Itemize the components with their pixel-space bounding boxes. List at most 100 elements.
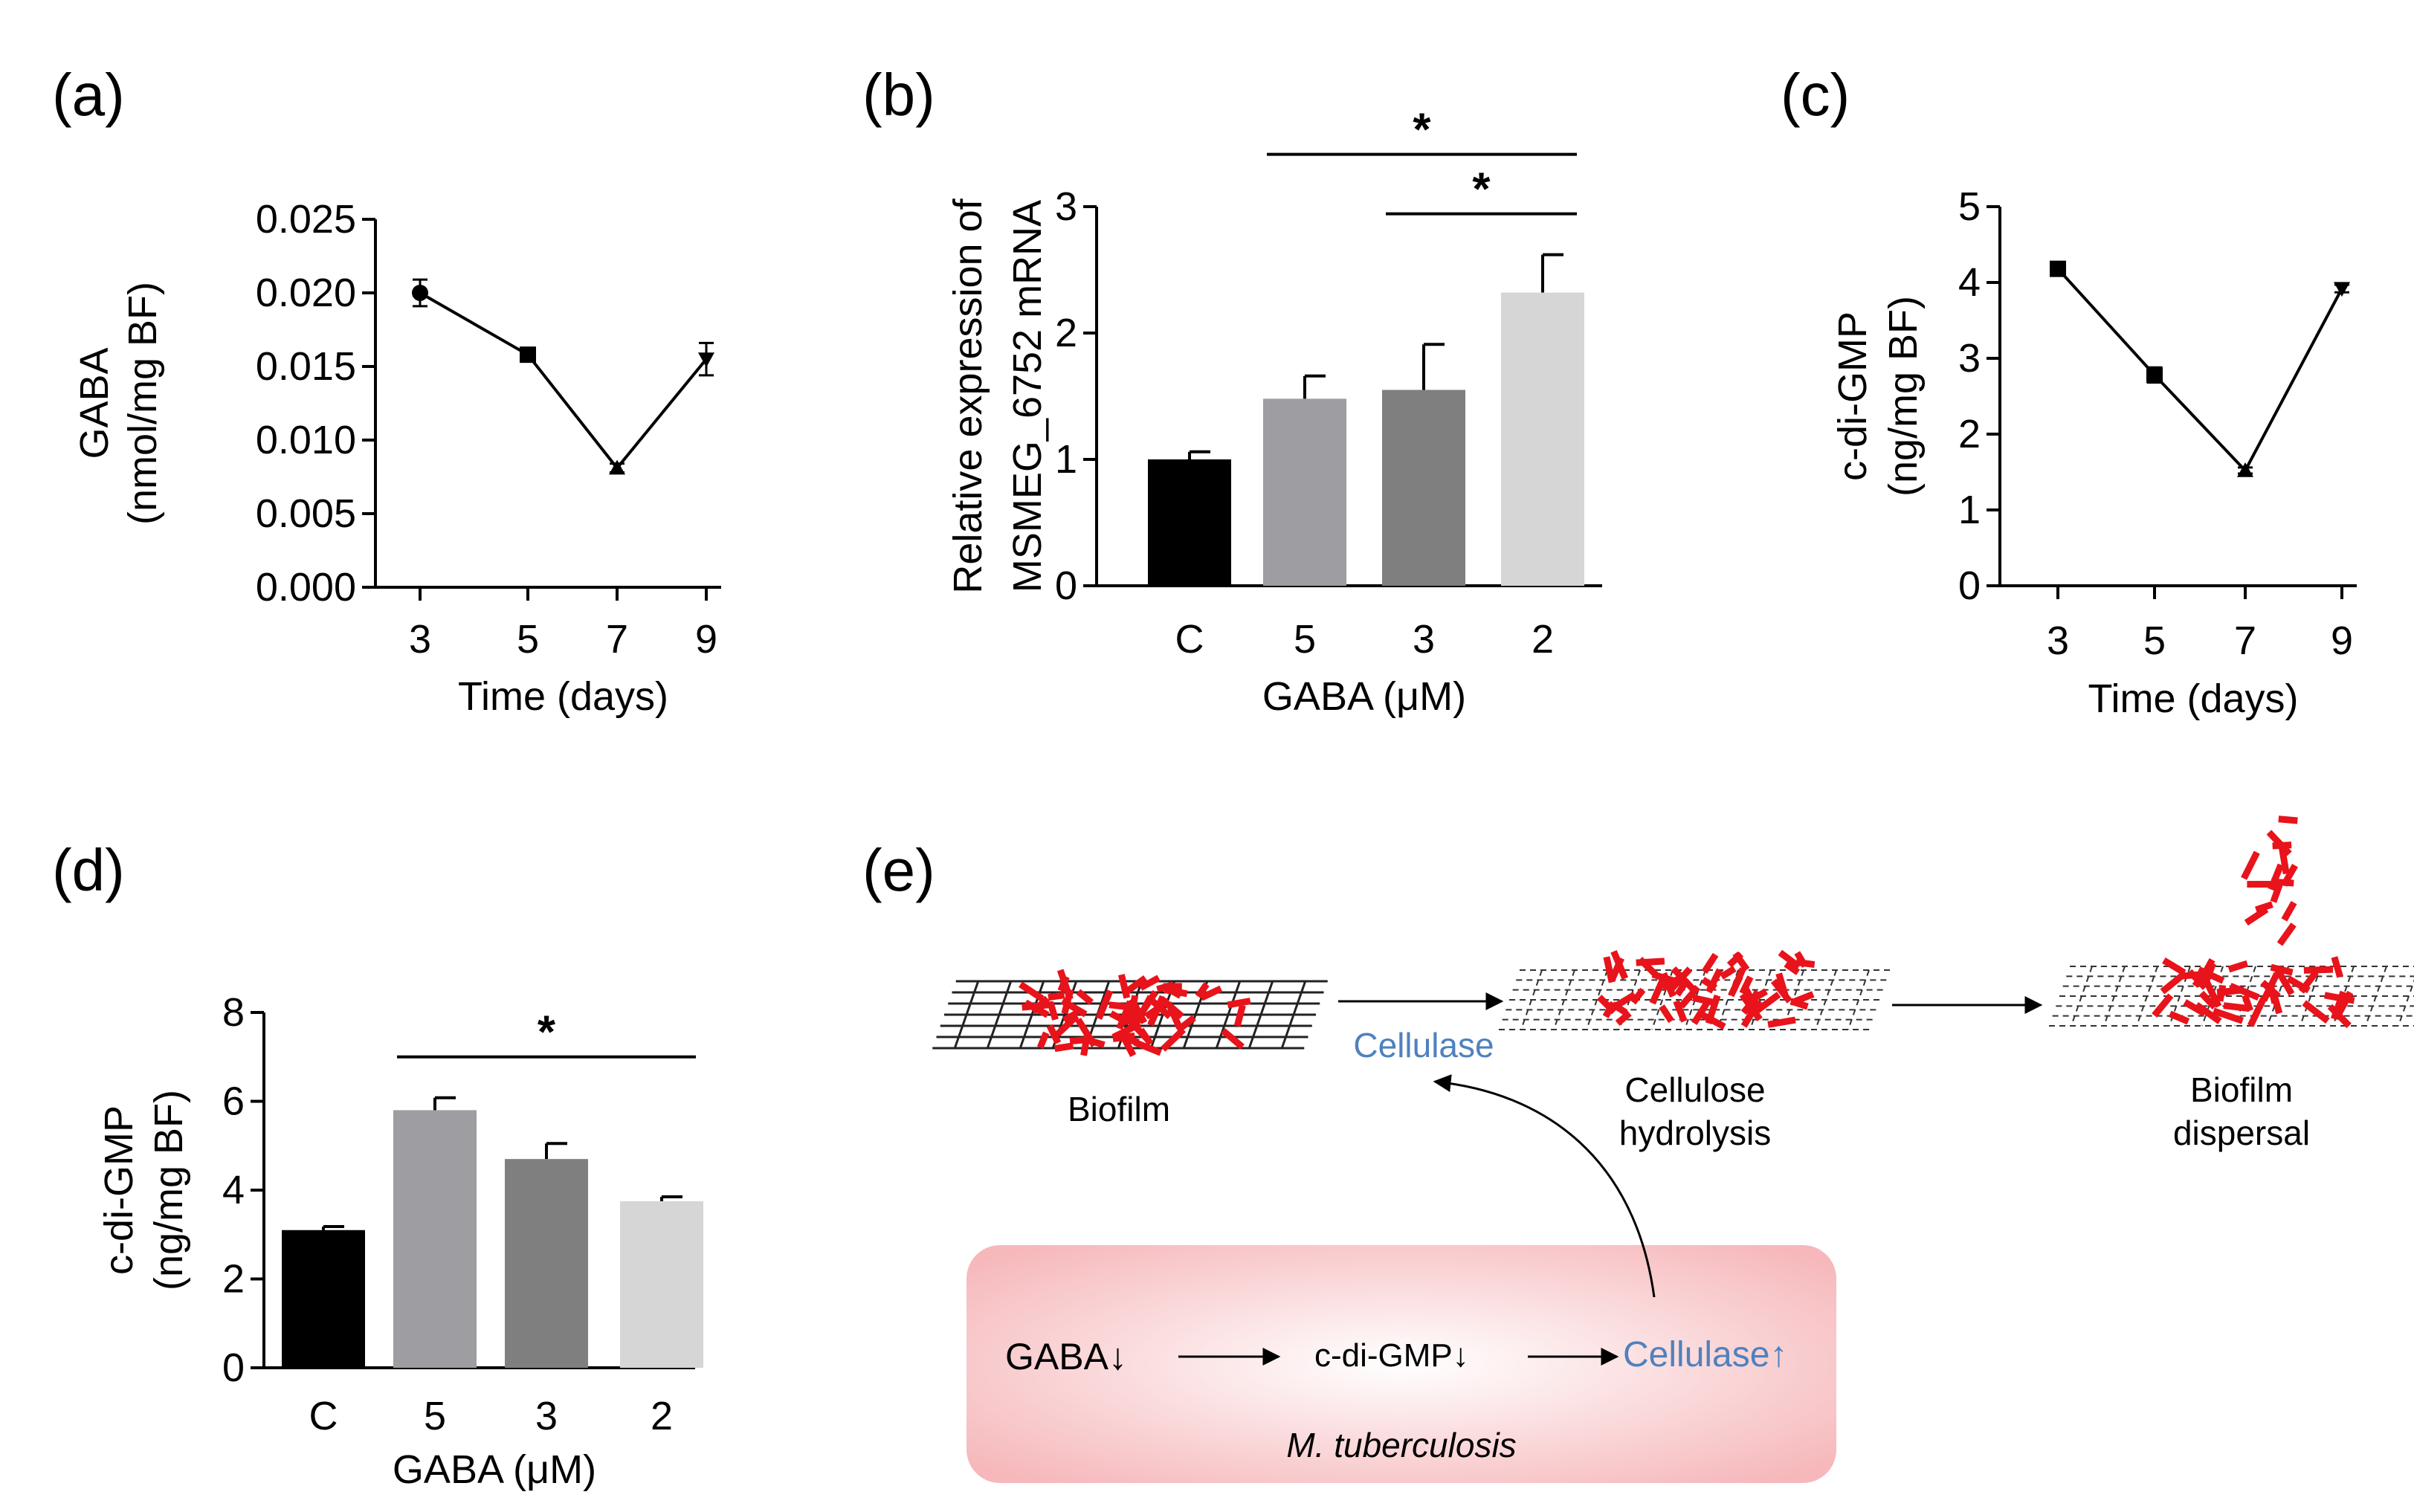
- significance-star: *: [538, 1007, 556, 1059]
- bacterium: [1199, 985, 1223, 1001]
- y-axis-title-line1: c-di-GMP: [97, 1105, 141, 1275]
- dispersal-label-1: Biofilm: [2190, 1070, 2293, 1109]
- bacterium: [2281, 863, 2298, 887]
- bacterium: [1795, 959, 1816, 969]
- bacterium: [1597, 995, 1617, 1015]
- y-tick-label: 0: [222, 1345, 245, 1390]
- y-tick-label: 2: [1958, 412, 1981, 456]
- bacterium: [1082, 1036, 1106, 1048]
- data-point: [412, 285, 428, 301]
- x-tick-label: 5: [424, 1394, 446, 1438]
- bacterium: [1732, 952, 1750, 972]
- bacterium: [1678, 984, 1700, 1009]
- bacterium: [2255, 901, 2273, 914]
- bacterium: [1022, 1001, 1053, 1011]
- bacterium: [1221, 1028, 1245, 1050]
- bacterium: [1701, 977, 1718, 991]
- x-tick-label: 5: [2143, 618, 2166, 663]
- y-tick-label: 1: [1958, 488, 1981, 532]
- bacterium: [1775, 972, 1789, 998]
- y-axis-title-line2: (nmol/mg BF): [120, 282, 165, 525]
- data-point: [698, 352, 714, 368]
- bacterium: [1156, 981, 1175, 993]
- bacterium: [1054, 1042, 1074, 1053]
- y-tick-label: 6: [222, 1079, 245, 1124]
- panel-label-c: (c): [1781, 62, 1850, 128]
- panel-label-d: (d): [52, 837, 125, 903]
- x-tick-label: 5: [517, 617, 539, 662]
- bar: [1382, 390, 1465, 586]
- x-axis-title: GABA (μM): [393, 1447, 596, 1492]
- x-axis-title: Time (days): [458, 674, 668, 719]
- bacterium: [1659, 1004, 1674, 1024]
- bacterium: [1048, 992, 1065, 1001]
- bacterium: [2198, 990, 2218, 1010]
- bacterium: [2279, 847, 2290, 875]
- bacterium: [2227, 960, 2249, 973]
- bacterium: [1061, 989, 1074, 1015]
- bar: [505, 1159, 588, 1368]
- y-tick-label: 4: [1958, 260, 1981, 305]
- series-line: [419, 291, 708, 471]
- bacterium: [2286, 975, 2311, 994]
- data-point: [2334, 282, 2350, 297]
- bacterium: [1739, 975, 1754, 995]
- cellulase-up-label: Cellulase↑: [1623, 1335, 1787, 1374]
- series-line: [2056, 268, 2343, 474]
- x-tick-label: 3: [2047, 618, 2069, 663]
- x-tick-label: C: [309, 1394, 338, 1438]
- y-tick-label: 0.015: [256, 344, 356, 389]
- data-point: [520, 346, 536, 364]
- bacterium: [2201, 962, 2216, 987]
- bacterium: [1076, 989, 1094, 1006]
- y-axis-title-line1: c-di-GMP: [1830, 311, 1875, 481]
- bacterium: [1649, 977, 1667, 1005]
- y-tick-label: 5: [1958, 184, 1981, 229]
- bacterium: [1158, 995, 1184, 1019]
- bacterium: [1630, 987, 1646, 1005]
- y-tick-label: 0.000: [256, 565, 356, 610]
- bacterium: [2247, 996, 2267, 1027]
- bacterium: [1233, 1004, 1246, 1027]
- bacterium: [1057, 975, 1070, 992]
- bacterium: [2241, 850, 2260, 880]
- bacterium: [1784, 961, 1801, 975]
- chart-d-cdigmp-gaba: 0 2 4 6 8 c-di-GMP (ng/mg BF) GABA (μM) C 5 3 2 *: [97, 990, 703, 1492]
- bacterium: [1125, 975, 1148, 995]
- bacterium: [1674, 979, 1690, 997]
- bar: [1263, 398, 1346, 586]
- y-tick-label: 2: [222, 1257, 245, 1302]
- bacterium: [1019, 981, 1045, 1002]
- panel-label-e: (e): [862, 837, 935, 903]
- bar: [393, 1110, 477, 1368]
- bacterium: [1109, 1010, 1130, 1026]
- bacterium: [2281, 900, 2297, 922]
- biofilm-label: Biofilm: [1068, 1090, 1170, 1128]
- scheme-e: Cellulase Biofilm Cellulose hydrolysis B…: [932, 815, 2414, 1483]
- bacterium: [1615, 1010, 1632, 1026]
- bacterium: [1778, 949, 1801, 969]
- bacterium: [1610, 950, 1629, 980]
- bacterium: [1095, 989, 1114, 1020]
- y-axis-title-line2: MSMEG_6752 mRNA: [1005, 200, 1050, 592]
- y-axis-title-line1: GABA: [72, 347, 117, 459]
- chart-a-gaba-time: 0.000 0.005 0.010 0.015 0.020 0.025 GABA (nmol/…: [72, 197, 721, 719]
- bacterium: [1124, 1015, 1150, 1041]
- biofilm-mesh-intact: [932, 969, 1328, 1058]
- bacterium: [1692, 994, 1717, 1007]
- y-tick-label: 0: [1958, 563, 1981, 608]
- y-tick-label: 0.010: [256, 418, 356, 462]
- y-tick-label: 8: [222, 990, 245, 1035]
- chart-b-mrna-expression: 0 1 2 3 Relative expression of MSMEG_6752 mRN…: [946, 105, 1602, 719]
- bacterium: [2303, 966, 2334, 974]
- bacterium: [2168, 1010, 2190, 1025]
- bacterium: [2162, 957, 2187, 976]
- y-axis-title-line2: (ng/mg BF): [1881, 296, 1926, 497]
- x-tick-label: C: [1175, 617, 1204, 662]
- bacterium: [2223, 1002, 2250, 1012]
- bacterium: [2270, 963, 2294, 976]
- chart-c-cdigmp-time: 0 1 2 3 4 5 c-di-GMP (ng/mg BF) Time (days) 3 5 7 9: [1830, 184, 2357, 721]
- cdigmp-down-label: c-di-GMP↓: [1314, 1337, 1469, 1374]
- y-tick-label: 0: [1055, 563, 1077, 608]
- bacterium: [1062, 1009, 1079, 1024]
